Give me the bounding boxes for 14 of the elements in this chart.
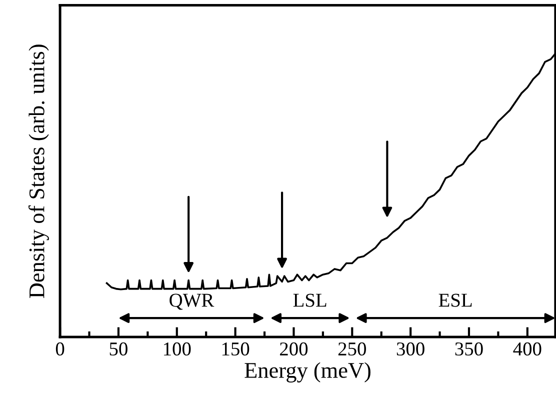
annotation: LSL (293, 294, 326, 307)
x-tick-label: 150 (222, 342, 250, 356)
x-tick-label: 0 (56, 342, 64, 356)
x-tick-label: 300 (396, 342, 424, 356)
annotation: QWR (170, 294, 214, 310)
x-axis-title: Energy (meV) (244, 362, 370, 382)
x-tick-label: 400 (513, 342, 542, 356)
x-tick-label: 350 (455, 342, 483, 356)
x-tick-label: 100 (164, 342, 191, 356)
x-tick-label: 250 (338, 342, 366, 356)
y-axis-title: Density of States (arb. units) (28, 44, 49, 298)
x-tick-label: 200 (280, 342, 308, 356)
annotation: ESL (438, 294, 472, 307)
x-tick-label: 50 (110, 342, 128, 356)
